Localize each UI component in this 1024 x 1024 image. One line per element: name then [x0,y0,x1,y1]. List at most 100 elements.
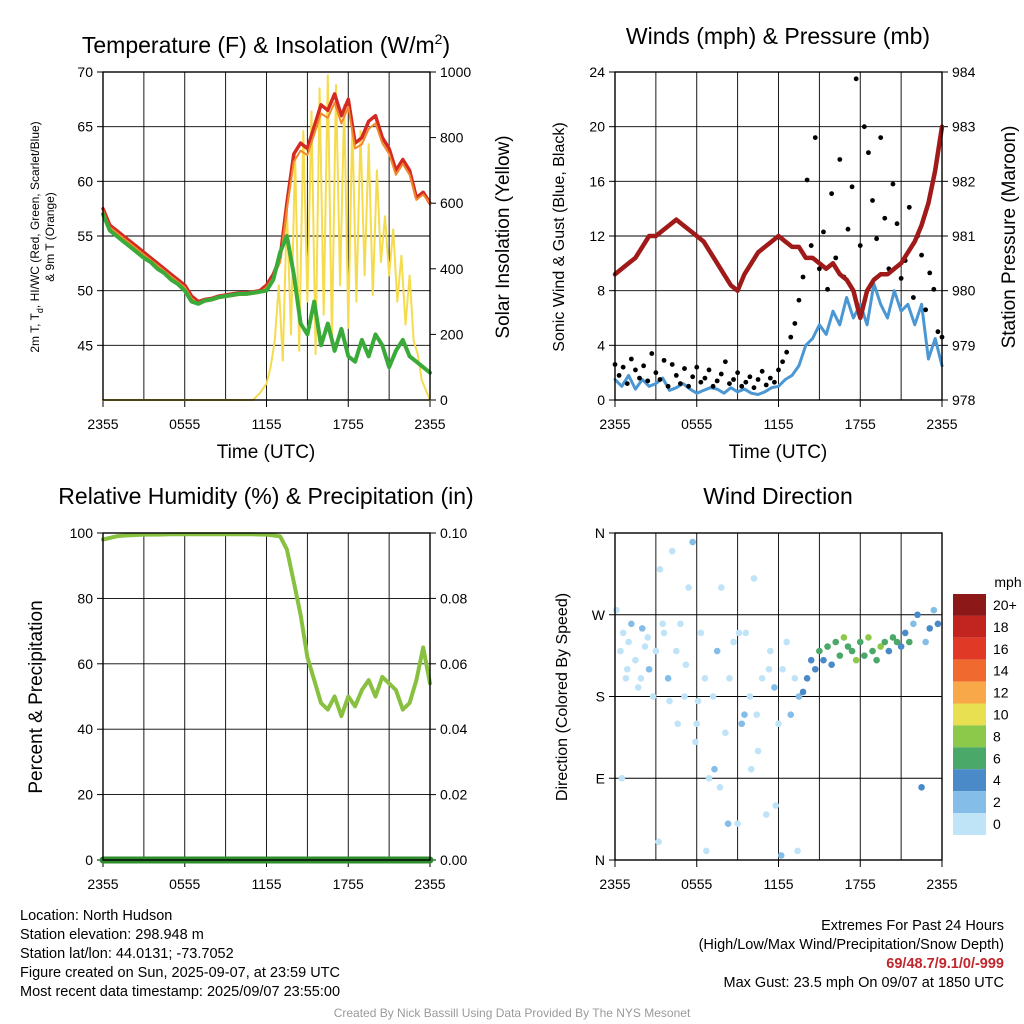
rh-xtick-label: 1755 [333,876,364,892]
direction-point [914,611,921,619]
direction-point [652,647,660,655]
gust-point [653,370,659,376]
direction-point [694,697,702,705]
rh-ytick-label: 60 [77,656,93,672]
direction-point [824,643,831,650]
direction-point [901,629,909,637]
direction-point [771,684,778,691]
gust-point [727,381,732,386]
gust-point [751,385,757,391]
rh-ytick-label: 0 [85,852,93,868]
gust-point [878,135,884,141]
gust-point [759,368,765,374]
wind-y2tick-label: 982 [952,173,976,189]
rh-y2tick-label: 0.00 [440,852,467,868]
direction-point [645,665,653,673]
temp-frame [102,71,431,401]
direction-point [926,625,934,632]
wind-xtick-label: 1755 [845,416,876,432]
direction-point [840,634,848,641]
temp-xtick-label: 1155 [251,416,281,432]
gust-point [747,374,753,380]
direction-point [779,665,786,673]
dir-xtick-label: 0555 [681,876,712,892]
direction-point [906,638,913,646]
direction-point [738,720,746,728]
wind-y2tick-label: 983 [952,119,976,135]
direction-point [730,638,737,646]
direction-point [799,688,807,696]
wind-ytick-label: 4 [597,337,605,353]
direction-point [754,747,762,755]
dir-xtick-label: 1155 [763,876,793,892]
legend-label: 14 [993,663,1009,679]
wind-y2label: Station Pressure (Maroon) [999,126,1020,349]
temp-xtick-label: 2355 [414,416,445,432]
direction-point [656,566,664,573]
gust-point [772,379,777,385]
station-latlon: Station lat/lon: 44.0131; -73.7052 [20,946,234,962]
direction-point [701,675,709,682]
legend-label: 0 [993,816,1001,832]
humidity-precip-panel: Relative Humidity (%) & Precipitation (i… [26,483,474,892]
gust-point [825,286,830,292]
gust-point [931,286,937,292]
gust-point [780,359,785,365]
speed-legend-title: mph [994,574,1021,590]
wind-xtick-label: 1155 [763,416,793,432]
legend-label: 2 [993,794,1001,810]
direction-point [726,675,733,682]
direction-point [741,711,748,718]
wind-xtick-label: 2355 [599,416,630,432]
rh-xtick-label: 2355 [414,876,445,892]
temp-ytick-label: 50 [77,283,93,299]
gust-point [853,76,859,82]
direction-point [660,629,668,637]
direction-point [711,765,718,773]
legend-swatch [953,681,986,704]
gust-point [821,229,826,235]
gust-point [661,357,667,363]
direction-point [848,647,856,655]
temp-ytick-label: 70 [77,64,93,80]
gust-point [804,177,810,183]
gust-point [755,377,761,382]
gust-point [882,215,888,221]
wind-ytick-label: 16 [589,173,605,189]
gust-point [641,363,647,369]
direction-point [753,711,760,718]
gust-point [812,135,818,141]
gust-point [927,270,933,276]
station-location: Location: North Hudson [20,908,173,924]
direction-point [852,656,860,664]
gust-point [743,379,749,385]
direction-point [713,647,721,655]
direction-point [922,638,929,646]
direction-point [881,638,889,646]
gust-point [624,381,630,386]
direction-point [783,638,790,646]
direction-point [934,620,942,628]
temp-xlabel: Time (UTC) [217,442,316,463]
extremes-subtitle: (High/Low/Max Wind/Precipitation/Snow De… [698,937,1004,953]
station-elevation: Station elevation: 298.948 m [20,927,204,943]
direction-point [664,675,672,682]
rh-ytick-label: 40 [77,721,93,737]
extremes-info: Extremes For Past 24 Hours (High/Low/Max… [699,917,1004,993]
wind-ylabel: Sonic Wind & Gust (Blue, Black) [551,122,568,351]
dir-ytick-label: E [596,770,605,786]
gust-point [910,295,916,300]
temp-ylabel: 2m T, Td, HI/WC (Red, Green, Scarlet/Blu… [28,121,57,352]
direction-point [702,847,710,855]
direction-point [735,629,743,637]
temp-xtick-label: 2355 [87,416,118,432]
wind-xtick-label: 0555 [681,416,712,432]
direction-point [856,638,864,646]
gust-point [698,379,704,385]
rh-xtick-label: 0555 [169,876,200,892]
gust-point [657,377,663,382]
gust-point [861,124,867,130]
temp-y2tick-label: 1000 [440,64,471,80]
dir-xtick-label: 2355 [599,876,630,892]
